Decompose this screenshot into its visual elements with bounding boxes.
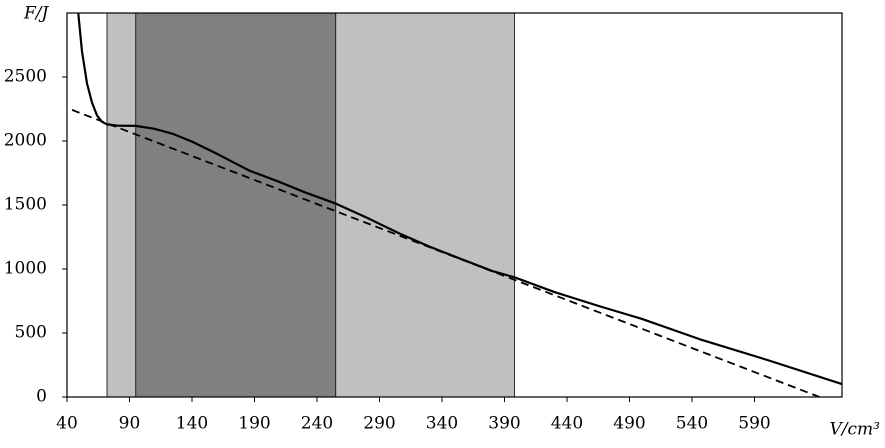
- y-tick-label: 1000: [4, 259, 47, 279]
- x-tick-label: 90: [119, 414, 141, 434]
- y-tick-label: 2500: [4, 67, 47, 87]
- x-tick-label: 390: [488, 414, 520, 434]
- line-series: [77, 13, 842, 386]
- x-tick-label: 440: [551, 414, 583, 434]
- regions: [106, 12, 515, 398]
- x-tick-label: 540: [676, 414, 708, 434]
- x-tick-label: 240: [301, 414, 333, 434]
- x-tick-label: 490: [613, 414, 645, 434]
- shaded-region: [135, 12, 337, 398]
- x-tick-label: 590: [738, 414, 770, 434]
- x-tick-label: 40: [56, 414, 78, 434]
- y-tick-label: 500: [15, 323, 47, 343]
- y-tick-label: 1500: [4, 195, 47, 215]
- y-tick-label: 2000: [4, 131, 47, 151]
- y-axis-label: F/J: [23, 4, 50, 24]
- x-axis-label: V/cm³: [830, 420, 881, 440]
- x-tick-label: 340: [426, 414, 458, 434]
- x-tick-label: 140: [176, 414, 208, 434]
- line-series: [71, 109, 820, 397]
- x-tick-label: 290: [363, 414, 395, 434]
- lines: [71, 13, 842, 397]
- y-tick-label: 0: [36, 387, 47, 407]
- x-tick-label: 190: [238, 414, 270, 434]
